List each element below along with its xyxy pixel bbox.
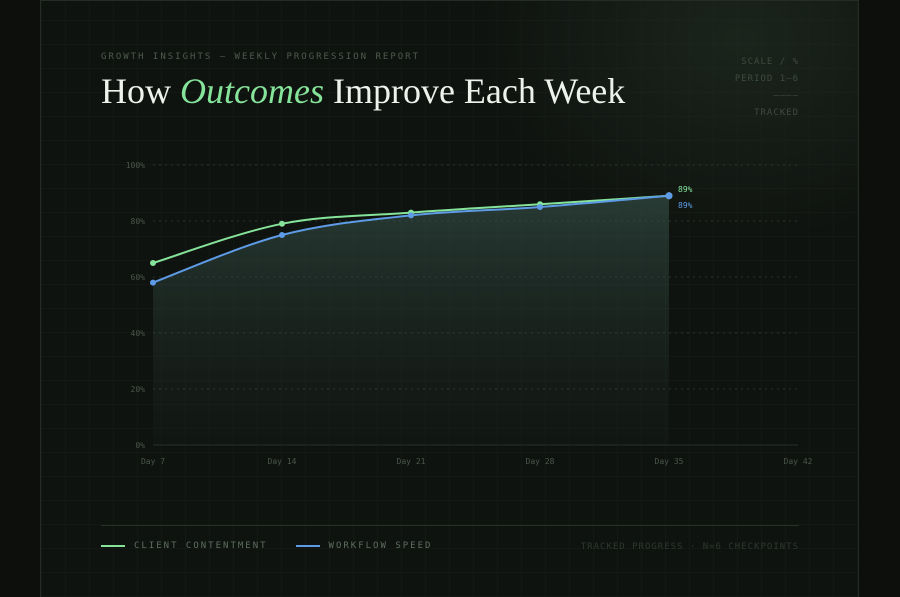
meta-divider: ———— (773, 91, 799, 101)
area-fill (153, 195, 669, 445)
footer-note: TRACKED PROGRESS · N=6 CHECKPOINTS (580, 542, 799, 552)
label-layer: 100% 80% 60% 40% 20% 0% Day 7 Day 14 Day 21 Day 2… (126, 161, 813, 466)
meta-tracked: TRACKED (754, 108, 799, 118)
x-tick-label: Day 35 (655, 457, 684, 466)
y-tick-label: 20% (131, 385, 146, 394)
legend-label: WORKFLOW SPEED (328, 541, 433, 551)
data-point (279, 220, 285, 227)
meta-scale: SCALE / % (741, 57, 799, 67)
legend-item-client-contentment: CLIENT CONTENTMENT (101, 541, 268, 551)
data-point (665, 192, 673, 200)
data-point (279, 232, 285, 238)
x-tick-label: Day 21 (397, 457, 426, 466)
x-tick-label: Day 42 (784, 457, 813, 466)
title-prefix: How (101, 71, 180, 111)
legend-item-workflow-speed: WORKFLOW SPEED (295, 541, 433, 551)
data-point (150, 260, 156, 266)
page-title: How Outcomes Improve Each Week (101, 70, 625, 112)
legend-swatch-blue (295, 545, 320, 547)
title-accent: Outcomes (180, 71, 324, 111)
y-tick-label: 60% (131, 273, 146, 282)
legend: CLIENT CONTENTMENT WORKFLOW SPEED (101, 541, 432, 551)
legend-swatch-green (101, 545, 125, 547)
report-eyebrow: GROWTH INSIGHTS — WEEKLY PROGRESSION REP… (101, 52, 420, 62)
x-tick-label: Day 28 (526, 457, 555, 466)
title-suffix: Improve Each Week (323, 71, 626, 111)
end-value-label: 89% (678, 185, 693, 194)
legend-label: CLIENT CONTENTMENT (134, 541, 268, 551)
area-layer (153, 195, 669, 445)
y-tick-label: 80% (131, 217, 146, 226)
data-point (150, 279, 156, 286)
y-tick-label: 100% (126, 161, 145, 170)
footer-divider (101, 525, 799, 526)
x-tick-label: Day 7 (141, 457, 165, 466)
data-point (408, 212, 414, 219)
x-tick-label: Day 14 (268, 457, 297, 466)
end-value-label: 89% (678, 201, 693, 210)
meta-period: PERIOD 1–6 (734, 74, 799, 84)
y-tick-label: 0% (135, 441, 145, 450)
y-tick-label: 40% (131, 329, 146, 338)
data-point (537, 204, 543, 210)
meta-block: SCALE / % PERIOD 1–6 ———— TRACKED (735, 54, 799, 122)
point-layer (150, 192, 673, 286)
